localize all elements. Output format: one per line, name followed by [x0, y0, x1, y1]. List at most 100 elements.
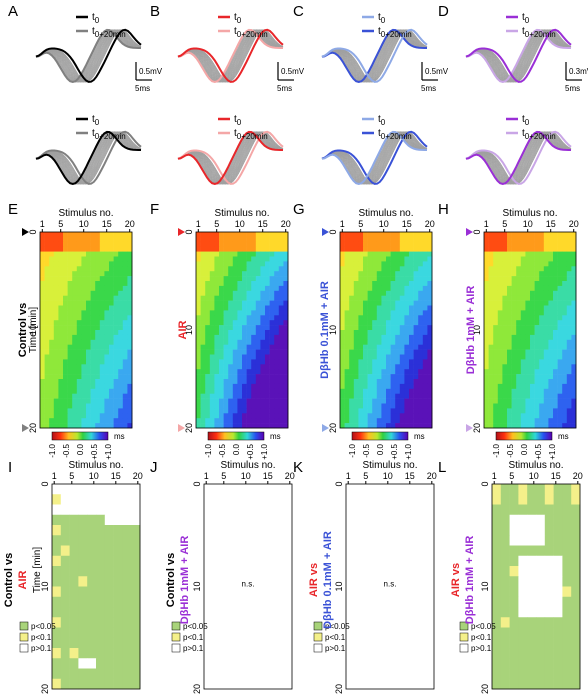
heatmap-cell: [99, 374, 105, 380]
heatmap-cell: [548, 418, 554, 424]
sig-cell: [52, 648, 62, 659]
sig-cell: [562, 484, 572, 495]
heatmap-cell: [269, 330, 275, 336]
heatmap-cell: [223, 418, 229, 424]
heatmap-cell: [340, 232, 345, 238]
heatmap-cell: [196, 325, 201, 331]
heatmap-cell: [196, 261, 201, 267]
heatmap-cell: [557, 315, 563, 321]
heatmap-cell: [539, 236, 545, 243]
heatmap-cell: [353, 256, 359, 262]
legend-t0-label: t0: [234, 12, 242, 25]
sig-cell: [500, 525, 510, 536]
sig-cell: [500, 514, 510, 526]
heatmap-cell: [427, 423, 433, 429]
sig-cell: [87, 668, 97, 680]
heatmap-cell: [409, 388, 414, 394]
heatmap-cell: [58, 290, 64, 296]
heatmap-cell: [543, 232, 549, 238]
heatmap-cell: [395, 271, 401, 277]
heatmap-cell: [44, 349, 50, 355]
heatmap-cell: [353, 295, 359, 301]
heatmap-cell: [269, 349, 275, 355]
heatmap-cell: [520, 330, 526, 336]
heatmap-cell: [358, 330, 364, 336]
heatmap-cell: [395, 266, 401, 272]
sig-cell: [518, 678, 528, 690]
heatmap-cell: [399, 413, 405, 419]
sig-cell: [87, 484, 97, 495]
sig-cell: [562, 648, 572, 659]
heatmap-cell: [363, 334, 368, 341]
heatmap-cell: [381, 388, 387, 394]
heatmap-cell: [548, 300, 554, 306]
heatmap-cell: [367, 413, 373, 419]
heatmap-cell: [246, 339, 252, 345]
heatmap-cell: [493, 271, 499, 277]
sig-cell: [78, 504, 88, 516]
heatmap-cell: [358, 388, 364, 394]
x-tick-label: 5: [69, 471, 74, 481]
heatmap-cell: [223, 398, 229, 404]
heatmap-cell: [214, 344, 220, 350]
heatmap-cell: [344, 339, 350, 345]
heatmap-cell: [209, 271, 215, 277]
sig-cell: [544, 648, 554, 659]
heatmap-cell: [372, 241, 378, 247]
heatmap-cell: [562, 383, 568, 390]
heatmap-cell: [265, 261, 270, 267]
heatmap-cell: [553, 339, 558, 345]
heatmap-cell: [340, 349, 345, 355]
heatmap-cell: [553, 251, 558, 257]
heatmap-cell: [497, 423, 503, 429]
sig-cell: [122, 525, 132, 536]
heatmap-cell: [566, 236, 572, 243]
heatmap-cell: [497, 266, 503, 272]
heatmap-cell: [122, 344, 128, 350]
heatmap-cell: [214, 305, 220, 311]
heatmap-cell: [196, 330, 201, 336]
y-tick-label: 0: [328, 229, 338, 234]
heatmap-cell: [237, 232, 243, 238]
heatmap-cell: [534, 261, 540, 267]
heatmap-cell: [353, 379, 359, 385]
heatmap-cell: [219, 330, 224, 336]
heatmap-cell: [363, 339, 368, 345]
heatmap-cell: [484, 271, 489, 277]
heatmap-cell: [562, 241, 568, 247]
heatmap-cell: [44, 290, 50, 296]
heatmap-cell: [95, 334, 101, 341]
heatmap-cell: [511, 276, 517, 282]
heatmap-frame: [195, 231, 289, 429]
heatmap-cell: [381, 403, 387, 409]
heatmap-cell: [228, 374, 234, 380]
heatmap-cell: [418, 236, 424, 243]
heatmap-cell: [118, 354, 124, 360]
heatmap-cell: [418, 261, 424, 267]
heatmap-cell: [196, 334, 201, 341]
heatmap-cell: [81, 330, 87, 336]
heatmap-cell: [219, 393, 224, 399]
sig-cell: [571, 535, 581, 546]
heatmap-cell: [484, 359, 489, 365]
heatmap-cell: [63, 276, 68, 282]
heatmap-cell: [553, 374, 558, 380]
heatmap-cell: [340, 305, 345, 311]
heatmap-cell: [358, 379, 364, 385]
sig-cell: [52, 504, 62, 516]
heatmap-cell: [122, 334, 128, 341]
heatmap-cell: [58, 246, 64, 252]
heatmap-cell: [237, 418, 243, 424]
heatmap-cell: [399, 281, 405, 287]
heatmap-cell: [274, 251, 280, 257]
heatmap-cell: [539, 349, 545, 355]
heatmap-cell: [127, 276, 133, 282]
heatmap-cell: [95, 266, 101, 272]
heatmap-cell: [40, 315, 45, 321]
heatmap-cell: [209, 276, 215, 282]
heatmap-cell: [278, 339, 284, 345]
heatmap-cell: [562, 300, 568, 306]
heatmap-cell: [530, 290, 535, 296]
legend-t20-sub: 0+20min: [237, 132, 268, 141]
heatmap-cell: [349, 251, 355, 257]
